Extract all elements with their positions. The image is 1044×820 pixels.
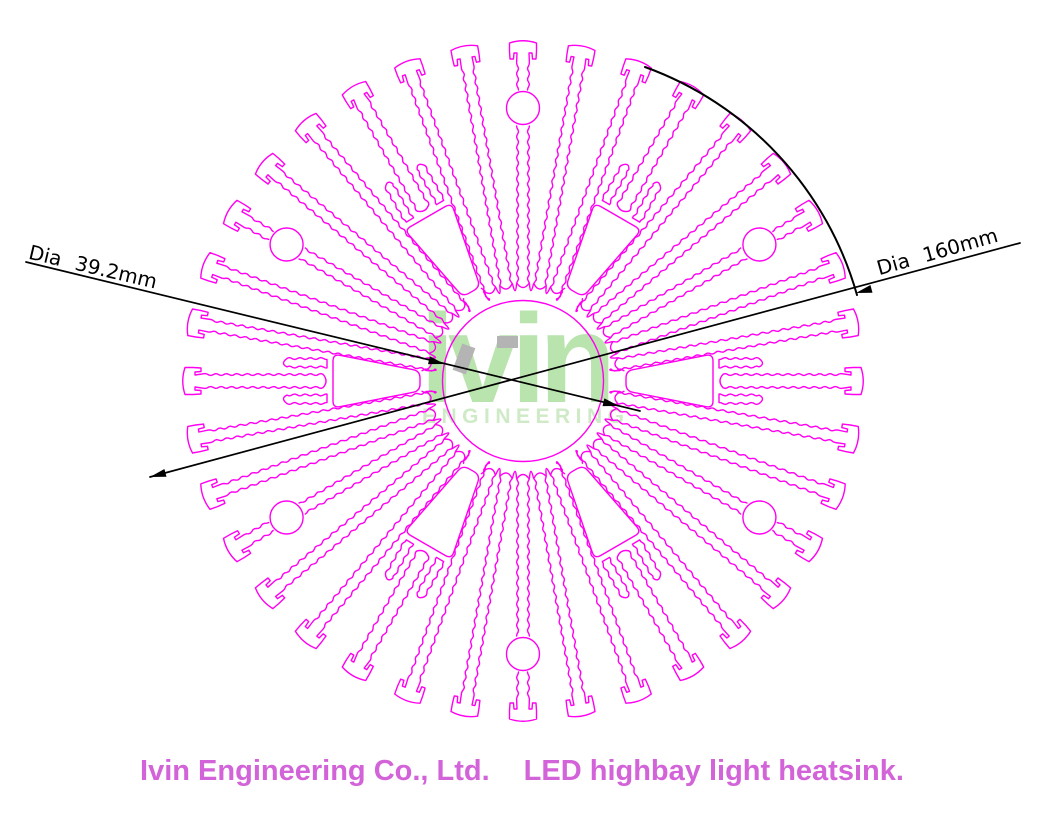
caption-company: Ivin Engineering Co., Ltd.	[140, 755, 490, 787]
watermark-subtitle: ENGINEERING	[422, 405, 630, 428]
caption-product: LED highbay light heatsink.	[523, 755, 904, 787]
watermark-gray-dot	[497, 336, 518, 348]
caption: Ivin Engineering Co., Ltd. LED highbay l…	[0, 755, 1044, 788]
